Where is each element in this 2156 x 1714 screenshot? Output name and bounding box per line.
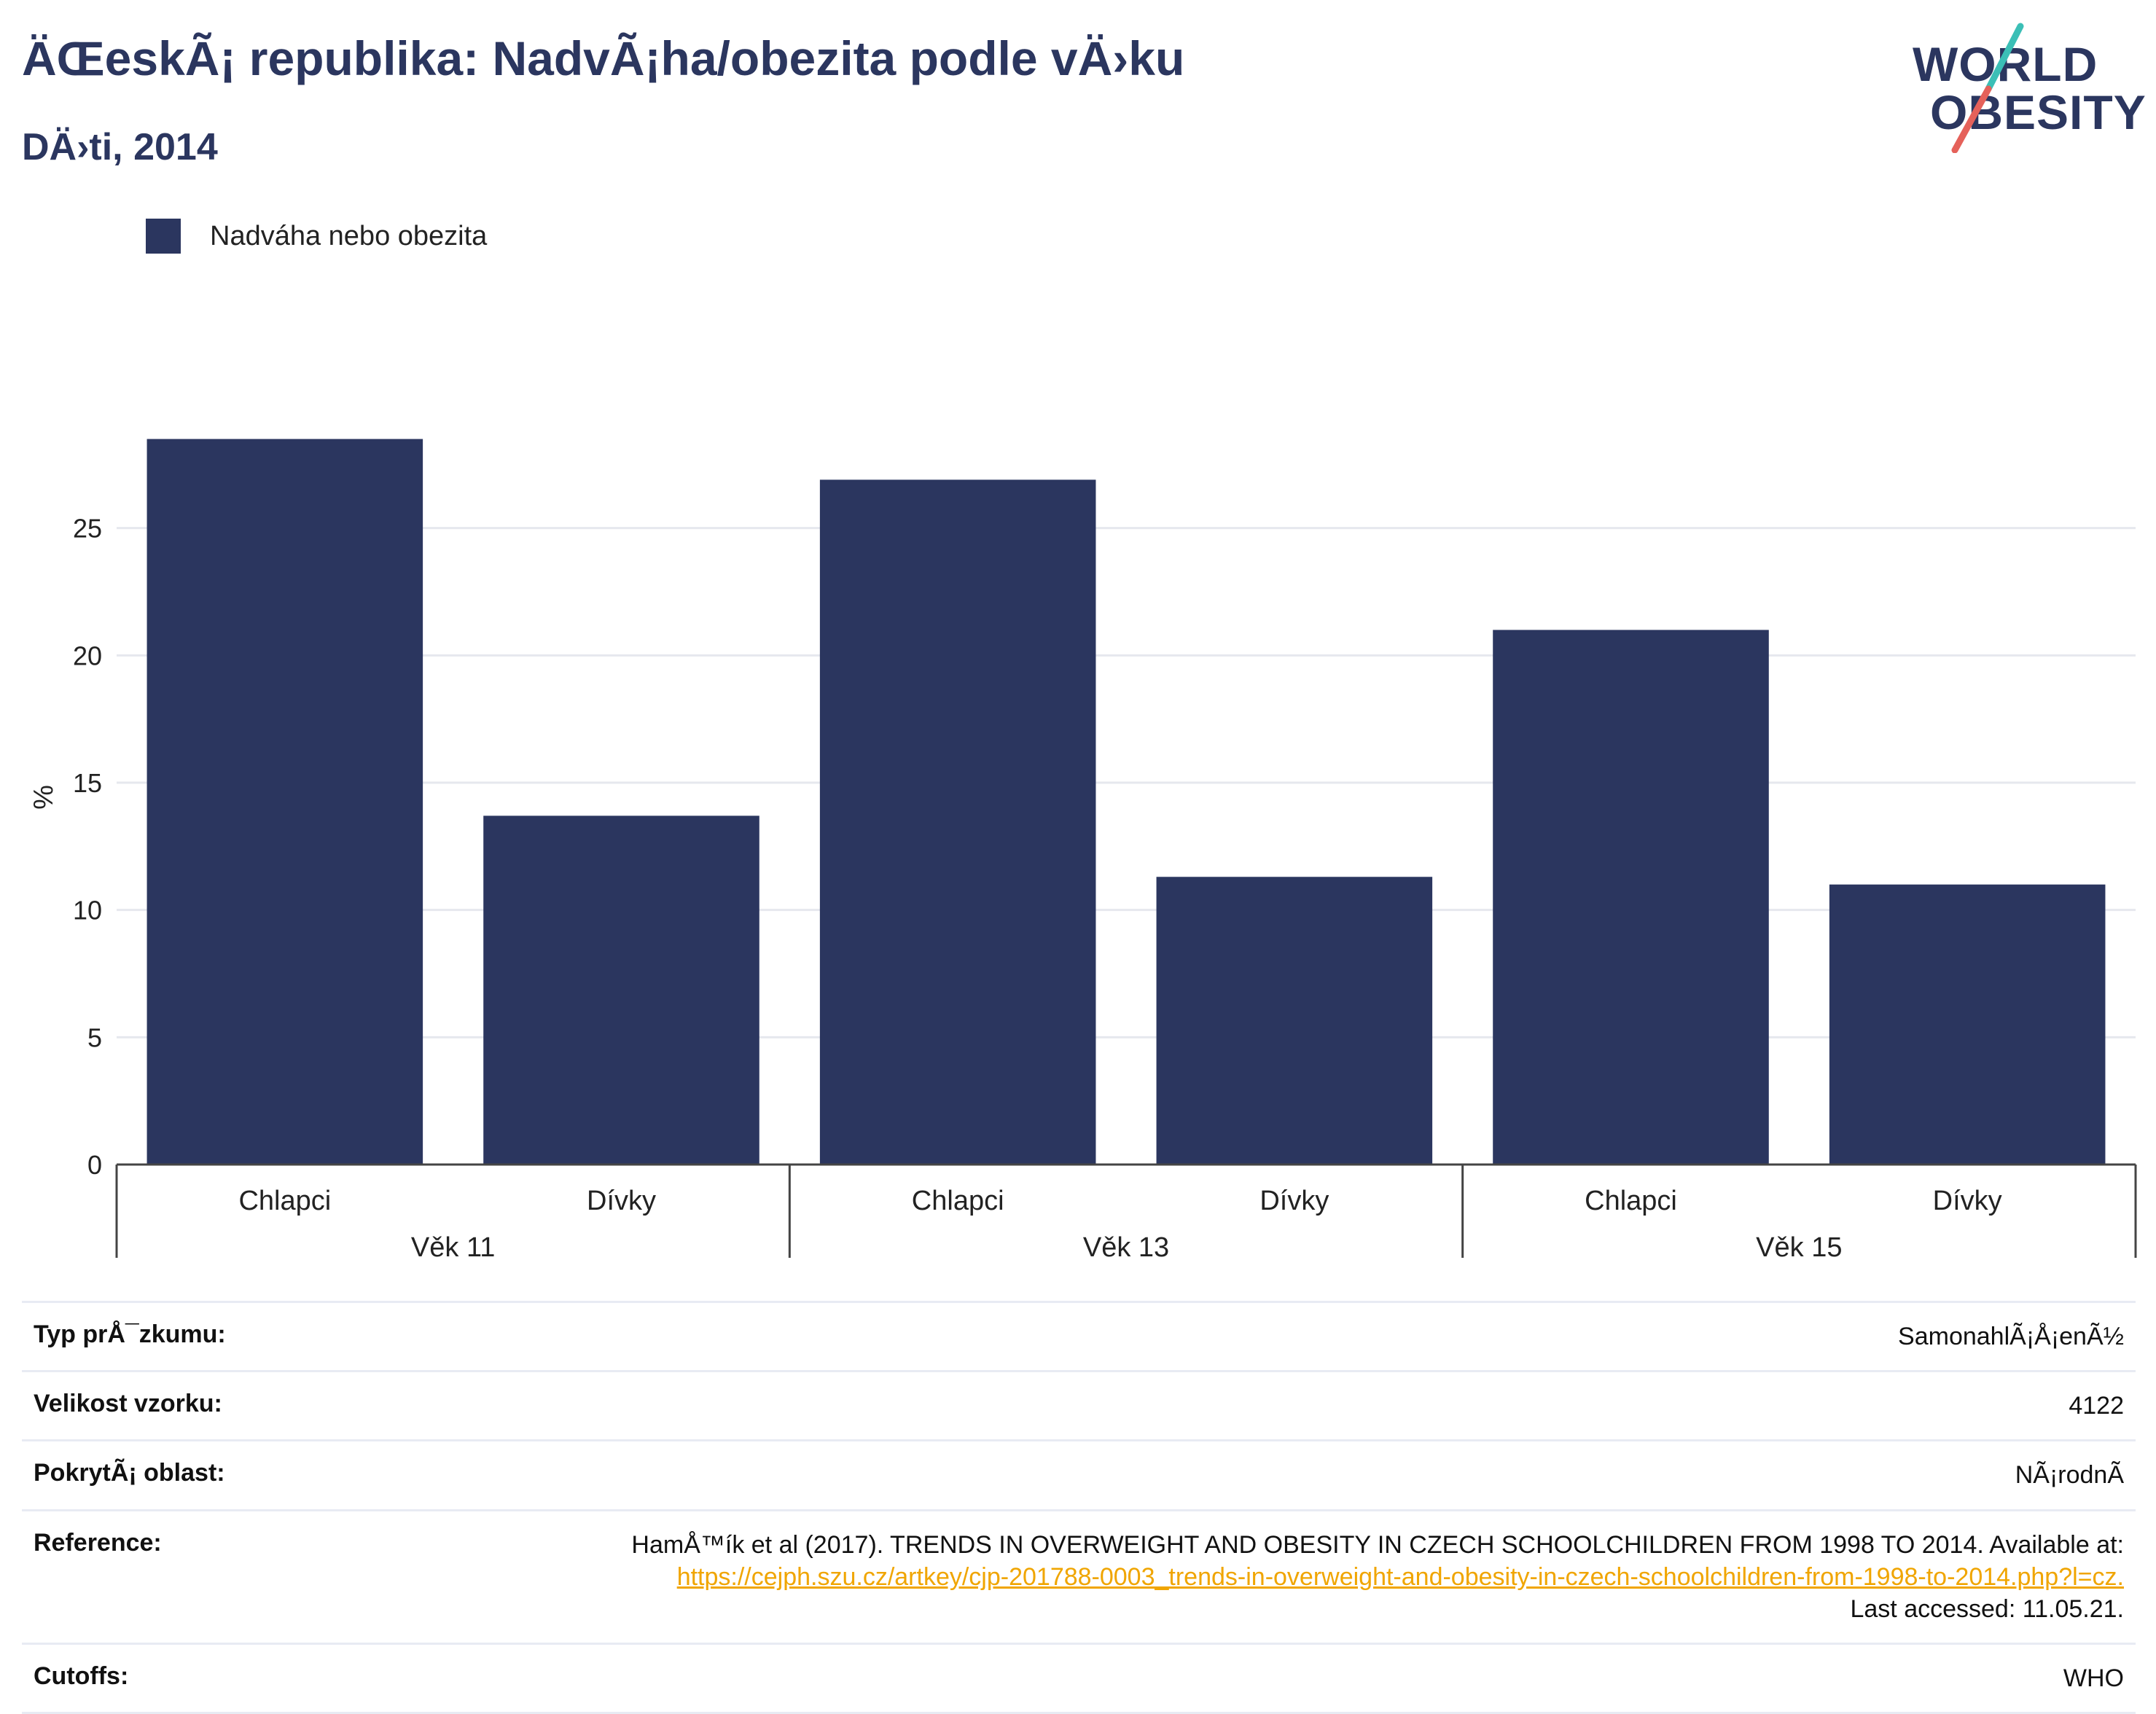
coverage-value: NÃ¡rodnÃ (2015, 1461, 2124, 1490)
logo-slash-icon (1951, 23, 2024, 153)
reference-label: Reference: (34, 1528, 162, 1557)
page-subtitle: DÄ›ti, 2014 (22, 126, 218, 168)
y-tick-label: 20 (73, 641, 102, 670)
info-row-cutoffs: Cutoffs: WHO (22, 1643, 2136, 1714)
bar (1829, 884, 2106, 1165)
x-category-label: Chlapci (1585, 1186, 1677, 1216)
coverage-label: PokrytÃ¡ oblast: (34, 1459, 225, 1487)
legend-label: Nadváha nebo obezita (210, 220, 488, 251)
world-obesity-logo: WORLD OBESITY (1902, 22, 2146, 153)
x-group-label: Věk 15 (1756, 1232, 1842, 1263)
cutoffs-label: Cutoffs: (34, 1662, 129, 1691)
reference-link[interactable]: https://cejph.szu.cz/artkey/cjp-201788-0… (676, 1562, 2124, 1591)
x-category-label: Chlapci (238, 1186, 331, 1216)
info-row-survey-type: Typ prÅ¯zkumu: SamonahlÃ¡Å¡enÃ½ (22, 1301, 2136, 1370)
bar (483, 815, 759, 1165)
sample-size-label: Velikost vzorku: (34, 1390, 222, 1418)
info-row-sample-size: Velikost vzorku: 4122 (22, 1370, 2136, 1439)
page-title: ÄŒeskÃ¡ republika: NadvÃ¡ha/obezita podl… (22, 31, 1185, 85)
survey-type-label: Typ prÅ¯zkumu: (34, 1320, 226, 1348)
y-axis-label: % (28, 785, 59, 810)
survey-type-value: SamonahlÃ¡Å¡enÃ½ (1898, 1323, 2124, 1350)
x-category-label: Dívky (1933, 1186, 2002, 1216)
info-row-coverage: PokrytÃ¡ oblast: NÃ¡rodnÃ (22, 1439, 2136, 1508)
info-row-reference: Reference: HamÅ™ík et al (2017). TRENDS … (22, 1508, 2136, 1643)
y-tick-label: 25 (73, 514, 102, 544)
chart-legend: Nadváha nebo obezita (146, 219, 487, 254)
legend-swatch (146, 219, 181, 254)
x-category-label: Chlapci (912, 1186, 1004, 1216)
reference-accessed: Last accessed: 11.05.21. (1850, 1594, 2124, 1623)
reference-text: HamÅ™ík et al (2017). TRENDS IN OVERWEIG… (631, 1530, 2124, 1559)
x-group-label: Věk 11 (411, 1232, 495, 1263)
x-group-label: Věk 13 (1083, 1232, 1169, 1263)
logo-text-world: WORLD (1913, 37, 2098, 91)
bar-chart: 0 5 10 15 20 25% Chlapci Dívky Chlapci Dívky Chlap… (28, 439, 2137, 1263)
reference-value: HamÅ™ík et al (2017). TRENDS IN OVERWEIG… (631, 1529, 2124, 1626)
cutoffs-value: WHO (2063, 1664, 2124, 1693)
bar (1493, 630, 1769, 1165)
survey-info-table: Typ prÅ¯zkumu: SamonahlÃ¡Å¡enÃ½ Velikost… (22, 1301, 2136, 1714)
bar (1156, 877, 1433, 1165)
sample-size-value: 4122 (2069, 1392, 2124, 1420)
bar (147, 439, 423, 1165)
y-tick-label: 0 (87, 1150, 102, 1180)
y-tick-label: 10 (73, 896, 102, 926)
x-category-label: Dívky (1259, 1186, 1329, 1216)
y-tick-label: 5 (87, 1022, 102, 1052)
y-tick-label: 15 (73, 768, 102, 798)
bar (819, 480, 1096, 1165)
x-category-label: Dívky (587, 1186, 656, 1216)
